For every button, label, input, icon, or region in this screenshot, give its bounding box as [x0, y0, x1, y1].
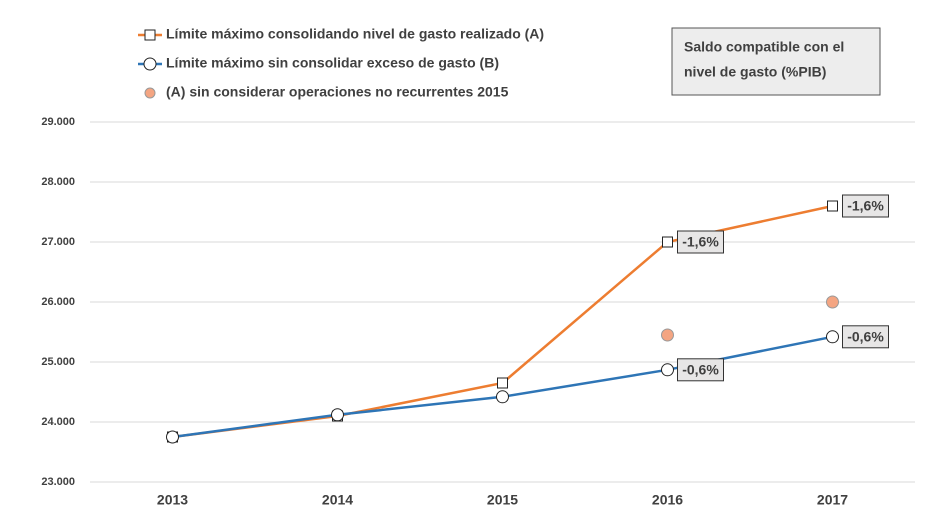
point-label-box — [677, 230, 724, 254]
y-tick-label: 27.000 — [41, 236, 75, 248]
point — [827, 200, 838, 212]
legend-label: (A) sin considerar operaciones no recurr… — [166, 84, 509, 100]
y-tick-label: 24.000 — [41, 416, 75, 428]
point — [166, 430, 179, 444]
x-tick-label: 2015 — [487, 492, 518, 508]
y-tick-label: 26.000 — [41, 296, 75, 308]
point-label: -1,6% — [682, 234, 719, 250]
legend-marker — [144, 29, 156, 41]
point-label: -0,6% — [847, 329, 884, 345]
legend-label: Límite máximo consolidando nivel de gast… — [166, 26, 544, 42]
point-label-box — [842, 194, 889, 218]
legend-marker — [144, 87, 156, 99]
y-tick-label: 28.000 — [41, 176, 75, 188]
x-tick-label: 2014 — [322, 492, 353, 508]
x-tick-label: 2016 — [652, 492, 683, 508]
annotation-text: nivel de gasto (%PIB) — [684, 64, 826, 80]
point-label: -1,6% — [847, 198, 884, 214]
point — [662, 236, 673, 248]
point-label-box — [842, 325, 889, 349]
point — [826, 295, 839, 309]
point — [661, 363, 674, 377]
y-tick-label: 25.000 — [41, 356, 75, 368]
point — [497, 377, 508, 389]
x-tick-label: 2017 — [817, 492, 848, 508]
legend-label: Límite máximo sin consolidar exceso de g… — [166, 55, 499, 71]
y-tick-label: 29.000 — [41, 116, 75, 128]
x-tick-label: 2013 — [157, 492, 188, 508]
point-label-box — [677, 358, 724, 382]
y-tick-label: 23.000 — [41, 476, 75, 488]
legend-marker — [143, 57, 157, 71]
point — [496, 390, 509, 404]
point-label: -0,6% — [682, 362, 719, 378]
point — [331, 408, 344, 422]
annotation-text: Saldo compatible con el — [684, 39, 844, 55]
annotation-box — [671, 27, 881, 96]
point — [661, 328, 674, 342]
point — [826, 330, 839, 344]
